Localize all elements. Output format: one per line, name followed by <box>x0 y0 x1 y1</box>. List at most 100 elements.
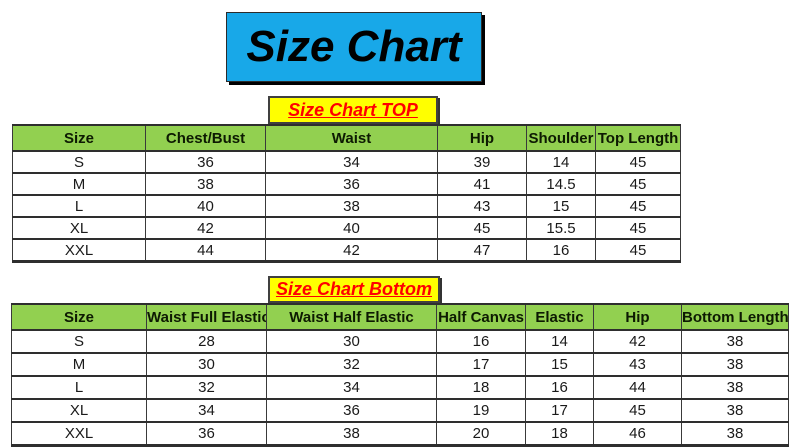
column-header: Top Length <box>595 124 681 152</box>
measurement-cell: 41 <box>437 172 527 196</box>
column-header: Waist <box>265 124 438 152</box>
measurement-cell: 38 <box>681 375 789 400</box>
size-cell: XXL <box>11 421 147 447</box>
table-row: S 28 30 16 14 42 38 <box>11 329 789 354</box>
measurement-cell: 36 <box>145 150 266 174</box>
table-row: L 32 34 18 16 44 38 <box>11 375 789 400</box>
size-cell: XXL <box>12 238 146 263</box>
column-header: Hip <box>437 124 527 152</box>
measurement-cell: 20 <box>436 421 526 447</box>
measurement-cell: 15.5 <box>526 216 596 240</box>
measurement-cell: 45 <box>595 216 681 240</box>
measurement-cell: 16 <box>526 238 596 263</box>
measurement-cell: 34 <box>146 398 267 423</box>
measurement-cell: 40 <box>265 216 438 240</box>
measurement-cell: 15 <box>525 352 594 377</box>
measurement-cell: 36 <box>146 421 267 447</box>
size-cell: M <box>12 172 146 196</box>
measurement-cell: 45 <box>437 216 527 240</box>
section-label-top-text: Size Chart TOP <box>288 99 418 120</box>
column-header: Shoulder <box>526 124 596 152</box>
measurement-cell: 36 <box>266 398 437 423</box>
column-header: Size <box>11 303 147 331</box>
size-chart-bottom-table: Size Waist Full Elastic Waist Half Elastic… <box>11 303 789 447</box>
section-label-bottom: Size Chart Bottom <box>268 276 440 303</box>
measurement-cell: 14 <box>525 329 594 354</box>
column-header: Bottom Length <box>681 303 789 331</box>
header-row: Size Chest/Bust Waist Hip Shoulder Top Length <box>12 124 681 152</box>
table-row: XXL 36 38 20 18 46 38 <box>11 421 789 447</box>
size-cell: S <box>11 329 147 354</box>
measurement-cell: 40 <box>145 194 266 218</box>
measurement-cell: 16 <box>525 375 594 400</box>
measurement-cell: 34 <box>266 375 437 400</box>
measurement-cell: 38 <box>681 421 789 447</box>
table-row: XXL 44 42 47 16 45 <box>12 238 681 263</box>
measurement-cell: 38 <box>681 398 789 423</box>
page-title-box: Size Chart <box>226 12 482 82</box>
measurement-cell: 14 <box>526 150 596 174</box>
measurement-cell: 30 <box>266 329 437 354</box>
measurement-cell: 45 <box>595 194 681 218</box>
measurement-cell: 44 <box>593 375 682 400</box>
size-cell: XL <box>11 398 147 423</box>
measurement-cell: 45 <box>595 172 681 196</box>
measurement-cell: 38 <box>681 329 789 354</box>
section-label-top: Size Chart TOP <box>268 96 438 124</box>
measurement-cell: 17 <box>525 398 594 423</box>
table-row: XL 42 40 45 15.5 45 <box>12 216 681 240</box>
measurement-cell: 36 <box>265 172 438 196</box>
measurement-cell: 43 <box>593 352 682 377</box>
measurement-cell: 45 <box>593 398 682 423</box>
measurement-cell: 18 <box>436 375 526 400</box>
size-cell: S <box>12 150 146 174</box>
column-header: Hip <box>593 303 682 331</box>
column-header: Half Canvas <box>436 303 526 331</box>
column-header: Size <box>12 124 146 152</box>
page-title: Size Chart <box>246 22 462 71</box>
measurement-cell: 32 <box>266 352 437 377</box>
column-header: Chest/Bust <box>145 124 266 152</box>
table-row: L 40 38 43 15 45 <box>12 194 681 218</box>
measurement-cell: 42 <box>265 238 438 263</box>
column-header: Waist Half Elastic <box>266 303 437 331</box>
table-row: M 30 32 17 15 43 38 <box>11 352 789 377</box>
table-row: M 38 36 41 14.5 45 <box>12 172 681 196</box>
measurement-cell: 28 <box>146 329 267 354</box>
measurement-cell: 30 <box>146 352 267 377</box>
measurement-cell: 43 <box>437 194 527 218</box>
measurement-cell: 32 <box>146 375 267 400</box>
table-row: XL 34 36 19 17 45 38 <box>11 398 789 423</box>
size-cell: L <box>11 375 147 400</box>
size-cell: XL <box>12 216 146 240</box>
size-chart-top-table: Size Chest/Bust Waist Hip Shoulder Top Length… <box>12 124 681 263</box>
measurement-cell: 44 <box>145 238 266 263</box>
measurement-cell: 17 <box>436 352 526 377</box>
measurement-cell: 38 <box>681 352 789 377</box>
measurement-cell: 34 <box>265 150 438 174</box>
size-cell: L <box>12 194 146 218</box>
measurement-cell: 45 <box>595 150 681 174</box>
measurement-cell: 47 <box>437 238 527 263</box>
measurement-cell: 38 <box>145 172 266 196</box>
measurement-cell: 42 <box>145 216 266 240</box>
size-table: Size Waist Full Elastic Waist Half Elastic… <box>11 303 789 447</box>
size-table: Size Chest/Bust Waist Hip Shoulder Top Length… <box>12 124 681 263</box>
header-row: Size Waist Full Elastic Waist Half Elastic… <box>11 303 789 331</box>
measurement-cell: 19 <box>436 398 526 423</box>
column-header: Waist Full Elastic <box>146 303 267 331</box>
measurement-cell: 39 <box>437 150 527 174</box>
measurement-cell: 46 <box>593 421 682 447</box>
measurement-cell: 38 <box>266 421 437 447</box>
table-row: S 36 34 39 14 45 <box>12 150 681 174</box>
measurement-cell: 15 <box>526 194 596 218</box>
column-header: Elastic <box>525 303 594 331</box>
section-label-bottom-text: Size Chart Bottom <box>275 279 432 299</box>
measurement-cell: 18 <box>525 421 594 447</box>
size-cell: M <box>11 352 147 377</box>
measurement-cell: 42 <box>593 329 682 354</box>
measurement-cell: 45 <box>595 238 681 263</box>
measurement-cell: 38 <box>265 194 438 218</box>
measurement-cell: 16 <box>436 329 526 354</box>
